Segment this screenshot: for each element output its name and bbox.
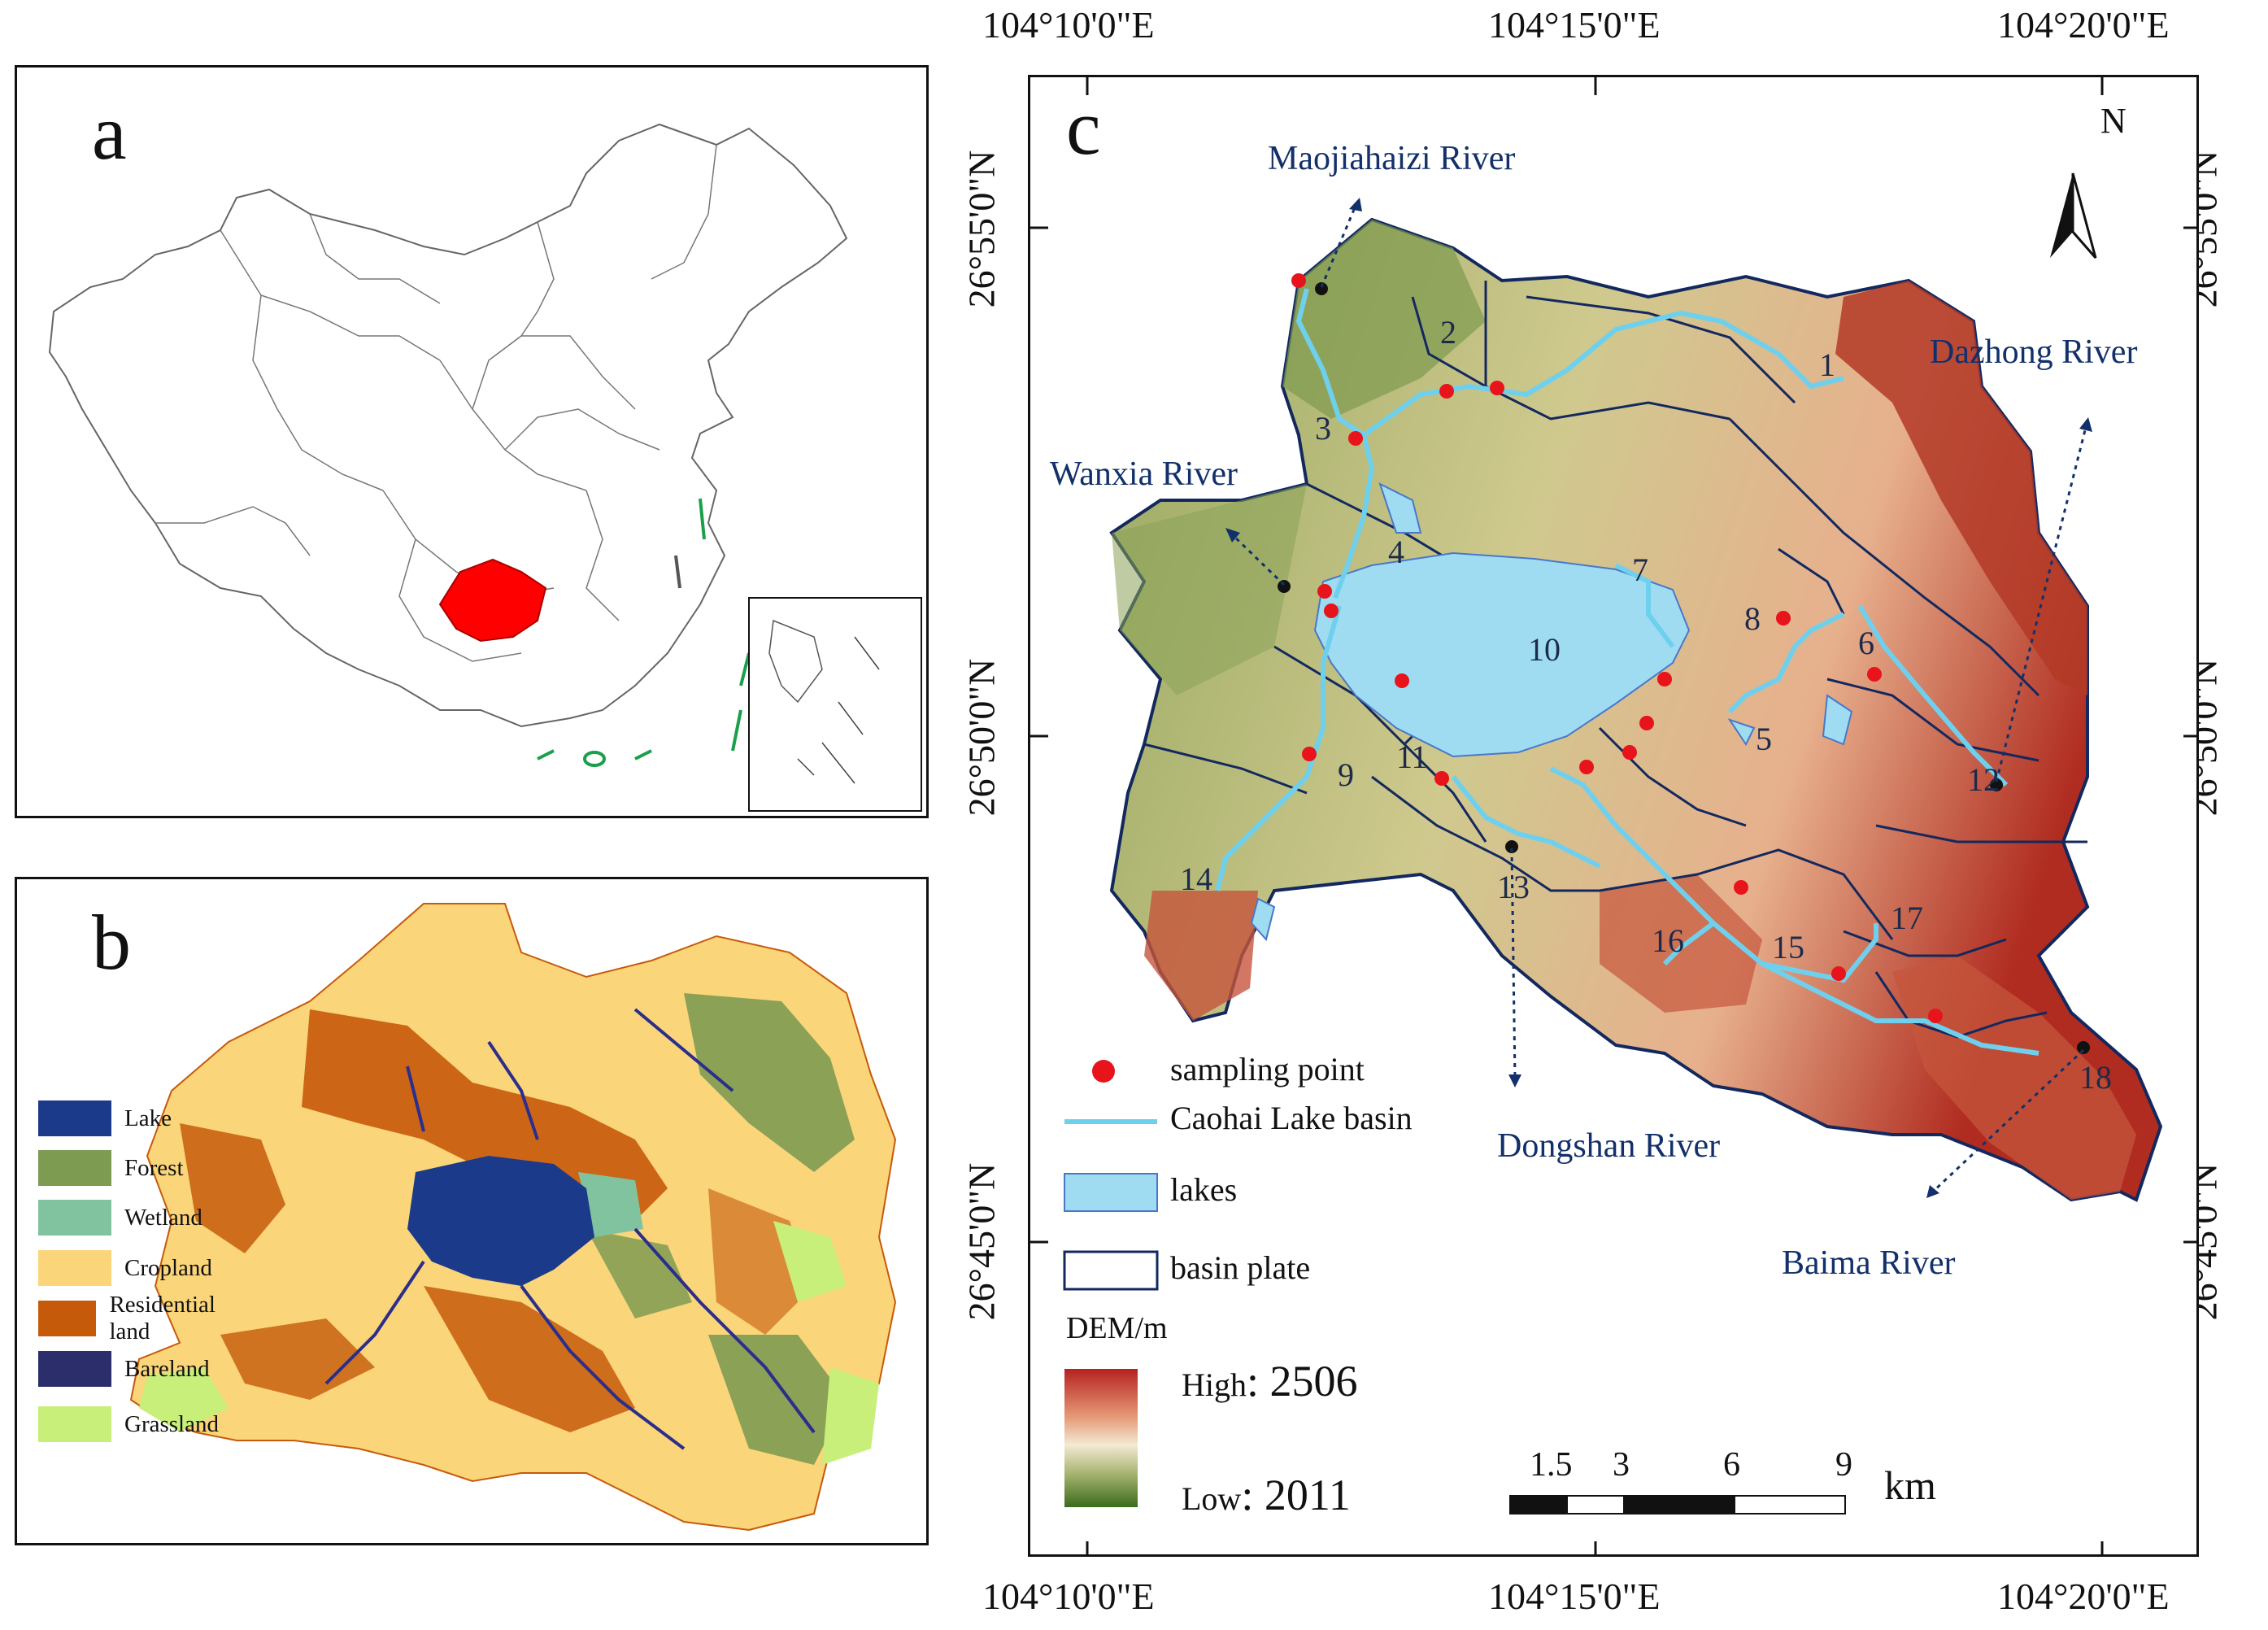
scale-bar bbox=[1509, 1495, 1846, 1515]
china-outline bbox=[48, 123, 848, 728]
subbasin-5: 5 bbox=[1756, 721, 1772, 757]
dem-low-label: Low bbox=[1182, 1480, 1242, 1517]
scale-tick-2: 3 bbox=[1613, 1446, 1630, 1484]
guizhou-province bbox=[438, 558, 547, 643]
subbasin-1: 1 bbox=[1819, 346, 1835, 383]
panel-b-label: b bbox=[92, 899, 131, 986]
subbasin-14: 14 bbox=[1180, 861, 1212, 897]
landuse-map bbox=[129, 903, 897, 1532]
dem-low-value: : 2011 bbox=[1241, 1471, 1351, 1519]
dem-title: DEM/m bbox=[1066, 1311, 1168, 1345]
lon-top-1: 104°10'0"E bbox=[982, 4, 1155, 46]
basin-terrain bbox=[1109, 217, 2163, 1202]
lon-bottom-2: 104°15'0"E bbox=[1488, 1576, 1661, 1617]
scale-tick-4: 9 bbox=[1835, 1446, 1852, 1484]
subbasin-16: 16 bbox=[1652, 922, 1684, 959]
lon-top-3: 104°20'0"E bbox=[1997, 4, 2170, 46]
river-label-maojiahaizi: Maojiahaizi River bbox=[1268, 140, 1516, 177]
panel-b-landuse-map: b Lake Forest Wetland Cropland Residenti… bbox=[15, 877, 929, 1545]
legend-basin: Caohai Lake basin bbox=[1170, 1100, 1413, 1136]
dem-high: High: 2506 bbox=[1182, 1356, 1358, 1406]
dem-basin-map bbox=[1030, 77, 2196, 1554]
legend-basin-plate: basin plate bbox=[1170, 1249, 1311, 1286]
north-arrow-icon bbox=[2050, 172, 2097, 259]
lon-bottom-3: 104°20'0"E bbox=[1997, 1576, 2170, 1617]
legend-item-cropland: Cropland bbox=[38, 1250, 212, 1286]
legend-lakes: lakes bbox=[1170, 1171, 1238, 1208]
subbasin-10: 10 bbox=[1528, 631, 1561, 668]
river-label-dazhong: Dazhong River bbox=[1930, 333, 2138, 371]
panel-c-dem-map: c N Maojiahaizi River Dazhong River Wanx… bbox=[1028, 75, 2199, 1557]
legend-item-grassland: Grassland bbox=[38, 1406, 219, 1442]
dem-high-value: : 2506 bbox=[1247, 1357, 1358, 1406]
lat-left-2: 26°50'0"N bbox=[960, 658, 1003, 817]
lon-bottom-1: 104°10'0"E bbox=[982, 1576, 1155, 1617]
panel-a-label: a bbox=[92, 89, 127, 176]
china-outline-map bbox=[48, 123, 922, 812]
subbasin-18: 18 bbox=[2079, 1059, 2112, 1096]
dem-low: Low: 2011 bbox=[1182, 1470, 1351, 1520]
river-label-wanxia: Wanxia River bbox=[1050, 455, 1238, 493]
river-label-baima: Baima River bbox=[1782, 1244, 1956, 1282]
lat-left-3: 26°45'0"N bbox=[960, 1162, 1003, 1321]
legend-item-bareland: Bareland bbox=[38, 1351, 210, 1387]
lon-top-2: 104°15'0"E bbox=[1488, 4, 1661, 46]
lat-left-1: 26°55'0"N bbox=[960, 150, 1003, 308]
legend-item-residential: Residential land bbox=[38, 1292, 230, 1345]
subbasin-2: 2 bbox=[1440, 314, 1456, 351]
legend-item-forest: Forest bbox=[38, 1150, 184, 1186]
panel-a-china-map: a bbox=[15, 65, 929, 818]
dem-high-label: High bbox=[1182, 1366, 1247, 1403]
legend-item-lake: Lake bbox=[38, 1100, 172, 1136]
subbasin-9: 9 bbox=[1338, 756, 1354, 793]
legend-sampling-point: sampling point bbox=[1170, 1051, 1365, 1087]
river-label-dongshan: Dongshan River bbox=[1497, 1127, 1721, 1165]
panel-c-label: c bbox=[1066, 84, 1101, 171]
subbasin-8: 8 bbox=[1744, 600, 1761, 637]
north-label: N bbox=[2100, 101, 2127, 141]
south-china-sea-inset bbox=[748, 597, 922, 812]
caohai-lake bbox=[1313, 551, 1691, 758]
caohai-lake-landuse bbox=[407, 1156, 594, 1286]
scale-tick-1: 1.5 bbox=[1530, 1446, 1573, 1484]
legend-item-wetland: Wetland bbox=[38, 1200, 202, 1236]
subbasin-13: 13 bbox=[1497, 869, 1530, 905]
scale-unit: km bbox=[1884, 1462, 1936, 1508]
scale-tick-3: 6 bbox=[1723, 1446, 1740, 1484]
subbasin-6: 6 bbox=[1858, 625, 1874, 661]
subbasin-17: 17 bbox=[1891, 900, 1923, 936]
subbasin-4: 4 bbox=[1388, 534, 1404, 570]
subbasin-12: 12 bbox=[1967, 761, 2000, 798]
subbasin-15: 15 bbox=[1772, 929, 1804, 965]
subbasin-7: 7 bbox=[1632, 551, 1648, 588]
subbasin-3: 3 bbox=[1315, 410, 1331, 447]
subbasin-11: 11 bbox=[1396, 739, 1428, 775]
